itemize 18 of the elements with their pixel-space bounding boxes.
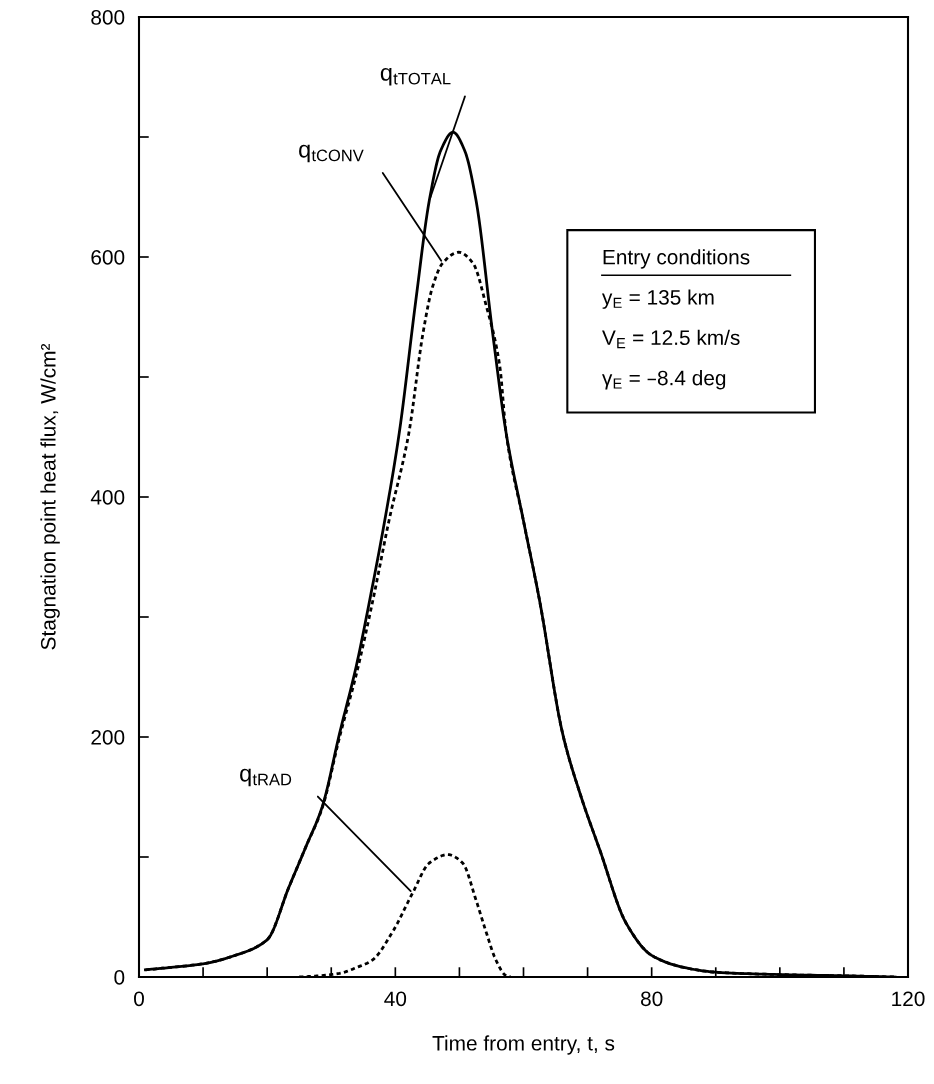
y-tick-label: 600 [91,250,125,265]
annotation: Entry conditions [603,249,750,269]
y-tick-label: 400 [90,490,125,505]
y-tick-label: 800 [91,10,125,25]
y-tick-label: 200 [91,730,125,745]
x-tick-label: 0 [134,991,144,1007]
annotation: γ$_{E}$ = –8.4 deg [602,370,726,390]
annotation: y$_{E}$ = 135 km [601,289,714,309]
annotation: q$_{tCONV}$ [299,144,364,163]
y-axis-title: Stagnation point heat flux, W/cm² [40,343,60,650]
x-tick-label: 80 [640,991,663,1007]
x-tick-label: 40 [384,991,407,1007]
annotation: q$_{tTOTAL}$ [380,67,451,86]
y-tick-label: 0 [114,970,125,985]
annotation: q$_{tRAD}$ [240,768,292,787]
annotation: V$_{E}$ = 12.5 km/s [602,329,740,349]
x-tick-label: 120 [892,991,925,1007]
x-axis-title: Time from entry, t, s [432,1035,615,1055]
